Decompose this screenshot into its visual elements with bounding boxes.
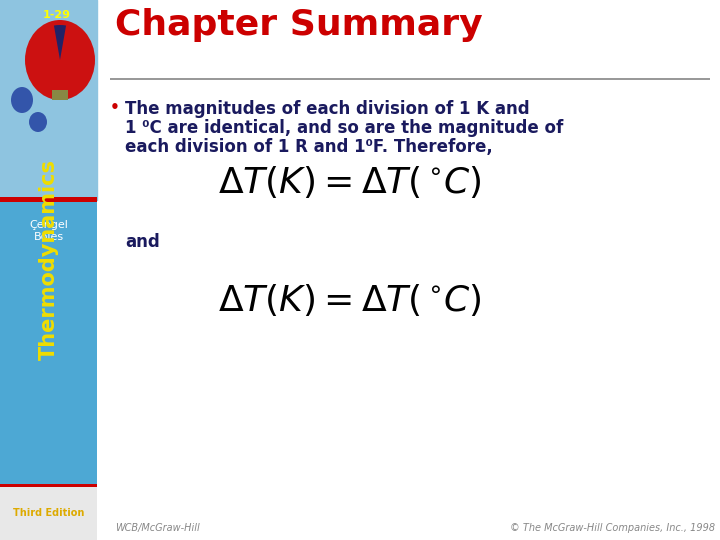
Text: 1 ⁰C are identical, and so are the magnitude of: 1 ⁰C are identical, and so are the magni… bbox=[125, 119, 563, 137]
Text: Chapter Summary: Chapter Summary bbox=[115, 8, 482, 42]
Text: WCB/McGraw-Hill: WCB/McGraw-Hill bbox=[115, 523, 199, 533]
Text: $\Delta T(K) = \Delta T(^\circ\! C)$: $\Delta T(K) = \Delta T(^\circ\! C)$ bbox=[218, 164, 482, 200]
Bar bbox=[0, 202, 97, 485]
Text: 1-29: 1-29 bbox=[42, 10, 71, 20]
Bar bbox=[0, 485, 97, 540]
Text: Third Edition: Third Edition bbox=[13, 508, 84, 518]
Bar bbox=[0, 484, 97, 487]
Text: •: • bbox=[110, 100, 120, 115]
Wedge shape bbox=[54, 25, 66, 60]
Text: Çengel
Boles: Çengel Boles bbox=[29, 220, 68, 241]
Bar bbox=[0, 197, 97, 202]
Text: © The McGraw-Hill Companies, Inc., 1998: © The McGraw-Hill Companies, Inc., 1998 bbox=[510, 523, 715, 533]
Text: and: and bbox=[125, 233, 160, 251]
Ellipse shape bbox=[11, 87, 33, 113]
Ellipse shape bbox=[29, 112, 47, 132]
Text: each division of 1 R and 1⁰F. Therefore,: each division of 1 R and 1⁰F. Therefore, bbox=[125, 138, 492, 156]
Text: The magnitudes of each division of 1 K and: The magnitudes of each division of 1 K a… bbox=[125, 100, 530, 118]
Bar bbox=[0, 0, 97, 200]
Bar bbox=[52, 90, 68, 100]
Text: Thermodynamics: Thermodynamics bbox=[38, 159, 58, 361]
Bar bbox=[110, 78, 710, 80]
Text: $\Delta T(K) = \Delta T(^\circ\! C)$: $\Delta T(K) = \Delta T(^\circ\! C)$ bbox=[218, 282, 482, 318]
Ellipse shape bbox=[25, 20, 95, 100]
